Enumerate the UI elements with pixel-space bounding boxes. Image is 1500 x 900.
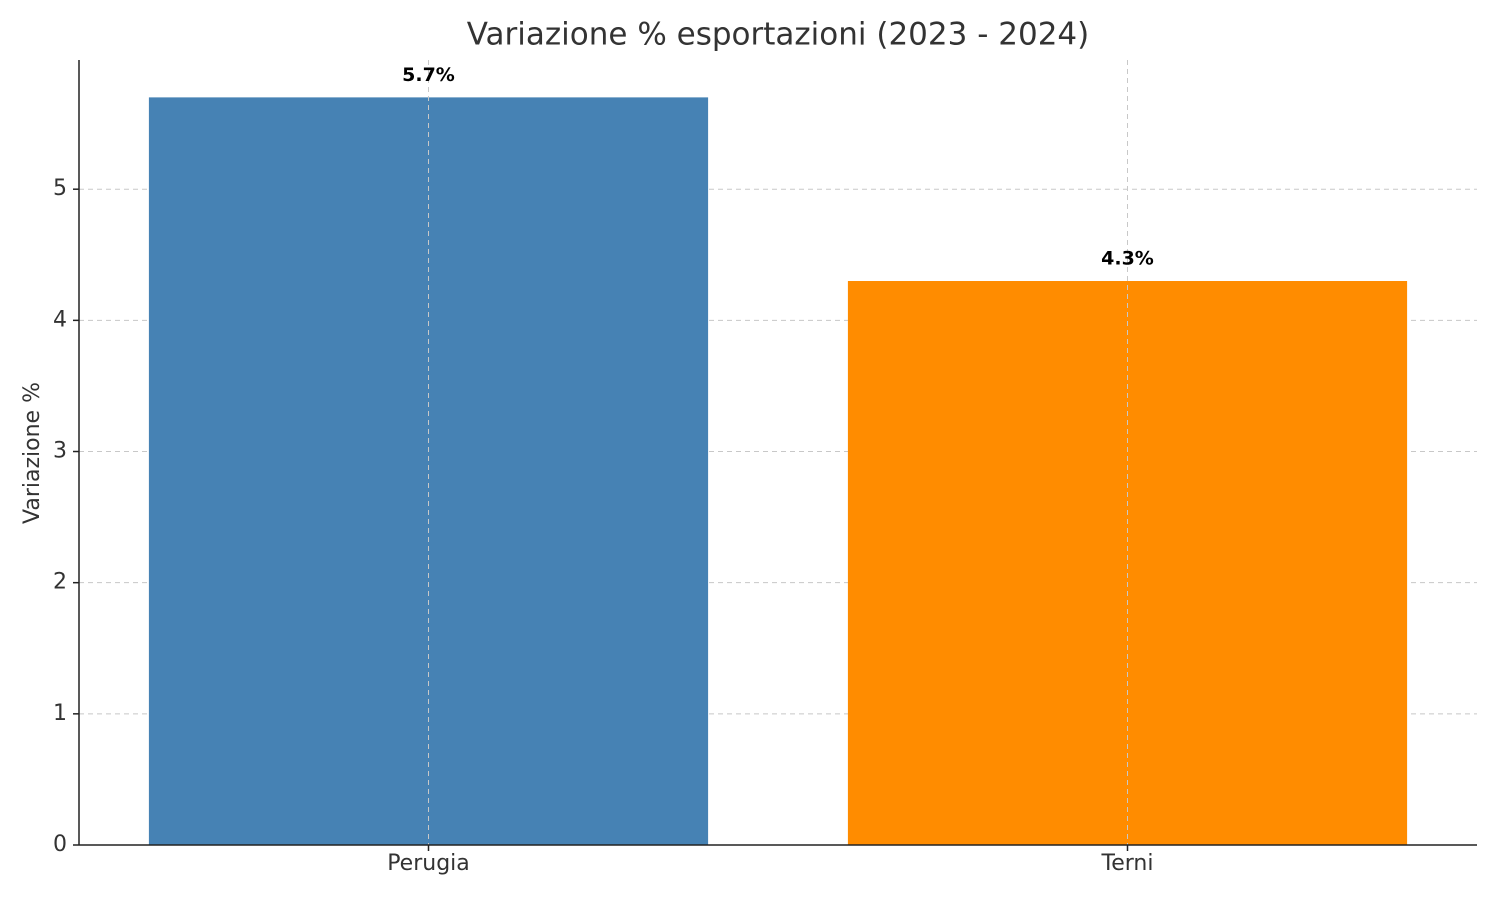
y-tick-label: 5 — [53, 176, 67, 201]
bar — [847, 281, 1408, 845]
y-tick-label: 1 — [53, 701, 67, 726]
y-tick-label: 3 — [53, 439, 67, 464]
bar — [148, 97, 709, 845]
value-label: 5.7% — [402, 64, 455, 86]
y-tick-label: 2 — [53, 570, 67, 595]
chart-title: Variazione % esportazioni (2023 - 2024) — [467, 17, 1089, 53]
y-tick-label: 0 — [53, 832, 67, 857]
value-label: 4.3% — [1101, 248, 1154, 270]
y-axis-label: Variazione % — [20, 382, 45, 524]
x-tick-label: Perugia — [387, 851, 470, 876]
x-tick-label: Terni — [1101, 851, 1154, 876]
y-tick-label: 4 — [53, 307, 67, 332]
